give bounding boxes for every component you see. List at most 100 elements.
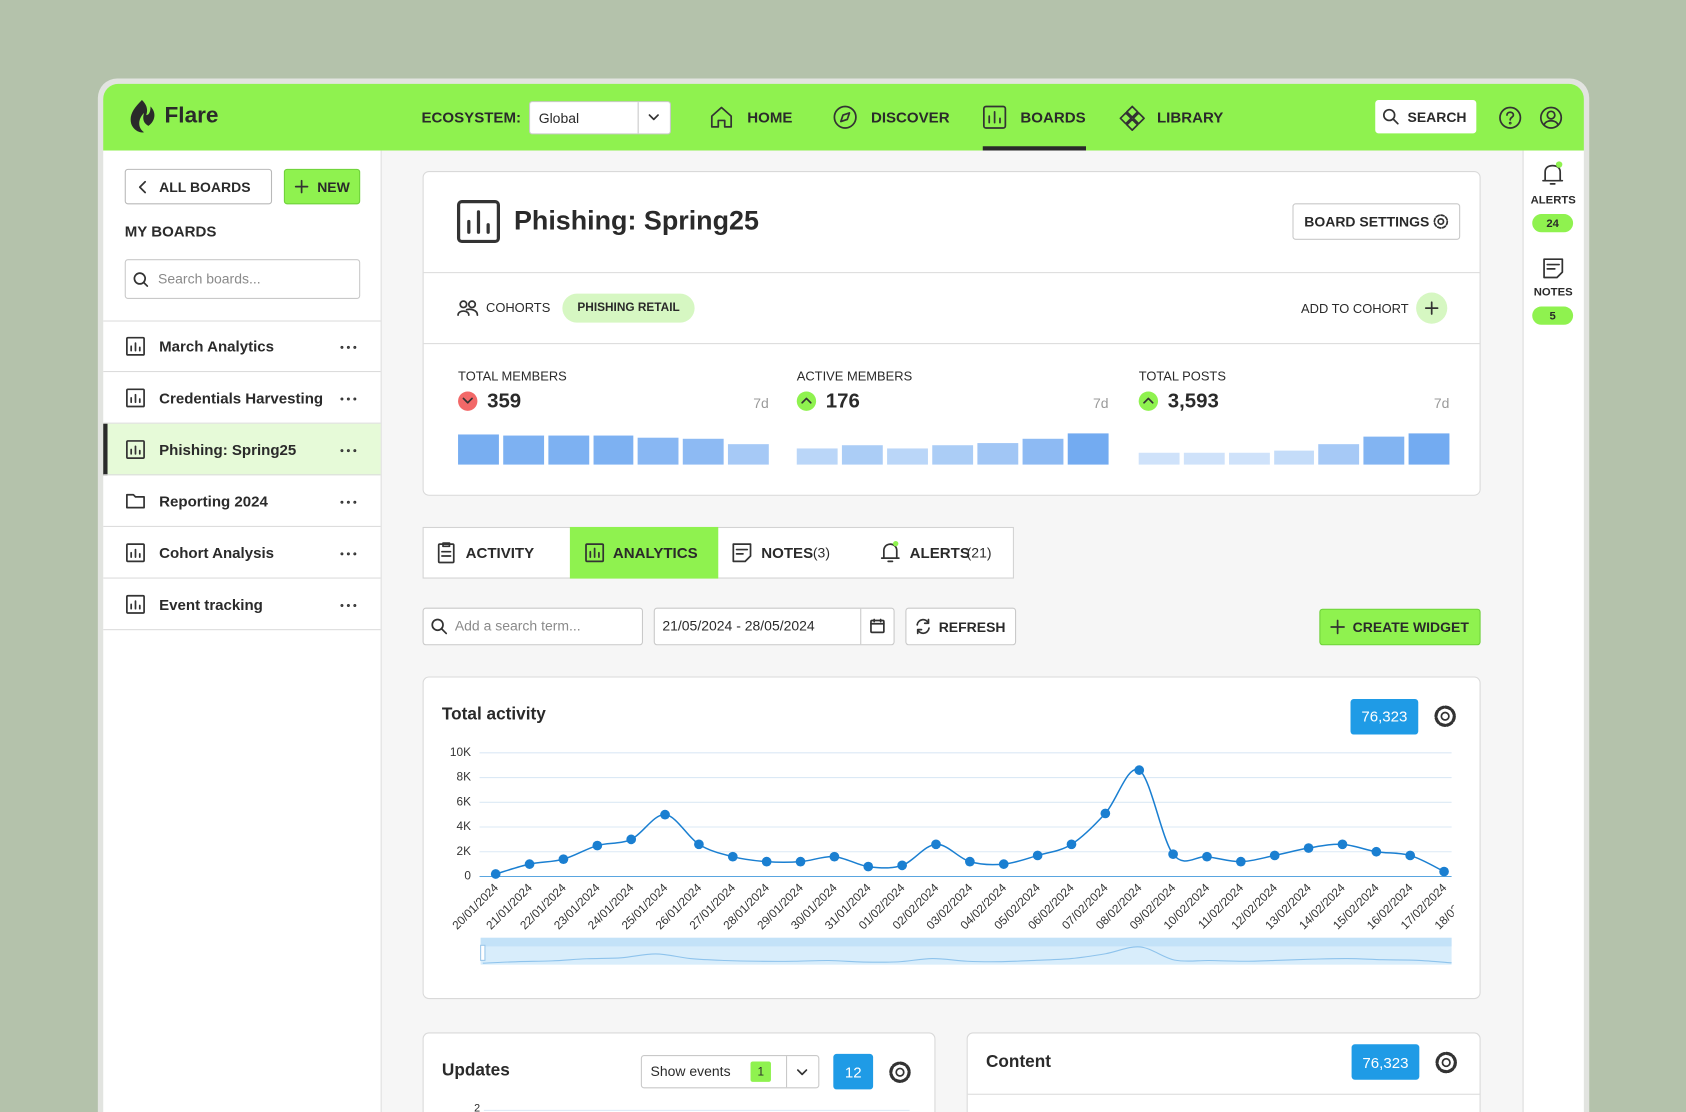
navigator-line: [482, 946, 1452, 964]
data-point: [795, 856, 806, 867]
content-badge: [1351, 1044, 1420, 1080]
widget-settings[interactable]: [1433, 704, 1457, 728]
board-row[interactable]: [103, 424, 381, 476]
content-settings[interactable]: [1434, 1051, 1458, 1075]
data-point: [694, 839, 704, 850]
stat-period: 7d: [753, 395, 769, 412]
nav-library[interactable]: LIBRARY: [1156, 108, 1224, 126]
trend-icon: [801, 397, 812, 404]
date-range-value: 21/05/2024 - 28/05/2024: [662, 617, 815, 634]
term-search[interactable]: [422, 607, 643, 646]
board-name[interactable]: Reporting 2024: [159, 492, 268, 510]
search-button[interactable]: [1375, 100, 1477, 134]
updates-settings[interactable]: [888, 1060, 912, 1084]
navigator-handle[interactable]: [480, 944, 486, 961]
stat-bar: [841, 445, 883, 465]
stat-bar: [458, 434, 499, 465]
updates-y-tick: 2: [474, 1102, 481, 1112]
gear-icon: [1433, 214, 1449, 229]
user-icon[interactable]: [1539, 106, 1563, 129]
tab-activity[interactable]: ACTIVITY: [465, 544, 535, 562]
help-icon[interactable]: [1499, 106, 1522, 129]
tab-notes[interactable]: NOTES: [761, 544, 814, 562]
stat-period: 7d: [1093, 395, 1109, 412]
stat-value: 176: [825, 390, 860, 413]
y-tick-label: 6K: [457, 794, 472, 808]
board-row[interactable]: [103, 527, 381, 579]
events-dropdown[interactable]: [640, 1055, 820, 1089]
tab-analytics[interactable]: ANALYTICS: [612, 544, 698, 562]
stat-bar: [1067, 433, 1109, 465]
board-icon: [456, 200, 500, 244]
cohorts-icon: [457, 300, 479, 316]
data-point: [1303, 843, 1314, 853]
chevron: [648, 114, 659, 121]
tab-alerts-count: (21): [966, 544, 992, 561]
data-point: [1405, 850, 1416, 861]
calendar-icon: [870, 618, 885, 634]
divider: [423, 343, 1480, 345]
cohort-pill[interactable]: [562, 293, 695, 323]
board-name[interactable]: Credentials Harvesting: [159, 389, 324, 407]
ecosystem-select[interactable]: [529, 101, 671, 135]
nav-discover[interactable]: DISCOVER: [870, 108, 950, 126]
y-tick-label: 10K: [450, 745, 471, 759]
data-point: [1168, 849, 1178, 860]
data-point: [1066, 839, 1077, 850]
data-point: [1235, 856, 1246, 867]
chevron: [796, 1069, 808, 1076]
more-icon: [340, 603, 357, 607]
add-to-cohort-label[interactable]: ADD TO COHORT: [1301, 301, 1409, 317]
more-icon: [340, 345, 357, 349]
all-boards-button[interactable]: [124, 168, 273, 205]
board-row[interactable]: [103, 372, 381, 424]
board-name[interactable]: Cohort Analysis: [159, 544, 275, 562]
stat-bar: [1183, 452, 1225, 465]
updates-title: Updates: [441, 1061, 510, 1080]
board-settings-button[interactable]: [1292, 203, 1461, 240]
rail-notes-icon[interactable]: [1543, 258, 1564, 279]
updates-badge: [833, 1053, 874, 1090]
back-icon: [138, 180, 147, 194]
rail-alerts-icon[interactable]: [1542, 161, 1564, 187]
board-search[interactable]: [124, 259, 361, 299]
logo-text[interactable]: Flare: [164, 103, 219, 128]
cohort-name: PHISHING RETAIL: [577, 301, 680, 315]
content-title: Content: [986, 1052, 1051, 1072]
activity-icon: [437, 542, 455, 564]
more-icon: [340, 552, 357, 556]
stat-label: TOTAL MEMBERS: [458, 368, 567, 384]
refresh-button[interactable]: [905, 607, 1017, 646]
data-point: [660, 809, 670, 820]
nav-home[interactable]: HOME: [747, 108, 793, 126]
divider: [967, 1093, 1480, 1095]
board-row[interactable]: [103, 579, 381, 631]
stat-bar: [593, 435, 634, 465]
analytics-icon: [585, 543, 605, 563]
y-tick-label: 4K: [457, 819, 472, 833]
nav-boards[interactable]: BOARDS: [1020, 108, 1086, 126]
board-name[interactable]: March Analytics: [159, 337, 275, 355]
rail-notes-pill: [1532, 306, 1574, 325]
date-range[interactable]: [653, 607, 895, 646]
board-name[interactable]: Phishing: Spring25: [159, 440, 297, 459]
data-point: [1269, 850, 1280, 861]
updates-total: 12: [844, 1063, 862, 1081]
create-widget-button[interactable]: [1319, 608, 1481, 646]
stat-bar: [1273, 450, 1315, 465]
board-icon: [126, 594, 145, 614]
y-tick-label: 0: [464, 869, 471, 883]
board-icon: [126, 388, 145, 408]
board-settings-label: BOARD SETTINGS: [1304, 213, 1430, 230]
data-point: [626, 834, 637, 845]
data-point: [1100, 808, 1111, 819]
board-name[interactable]: Event tracking: [159, 595, 263, 614]
tab-alerts[interactable]: ALERTS: [909, 544, 970, 562]
board-row[interactable]: [103, 475, 381, 527]
board-row[interactable]: [103, 320, 381, 373]
alerts-icon: [880, 540, 900, 563]
search-icon: [1382, 108, 1399, 125]
stat-value: 3,593: [1167, 390, 1219, 413]
ecosystem-value: Global: [538, 110, 580, 127]
